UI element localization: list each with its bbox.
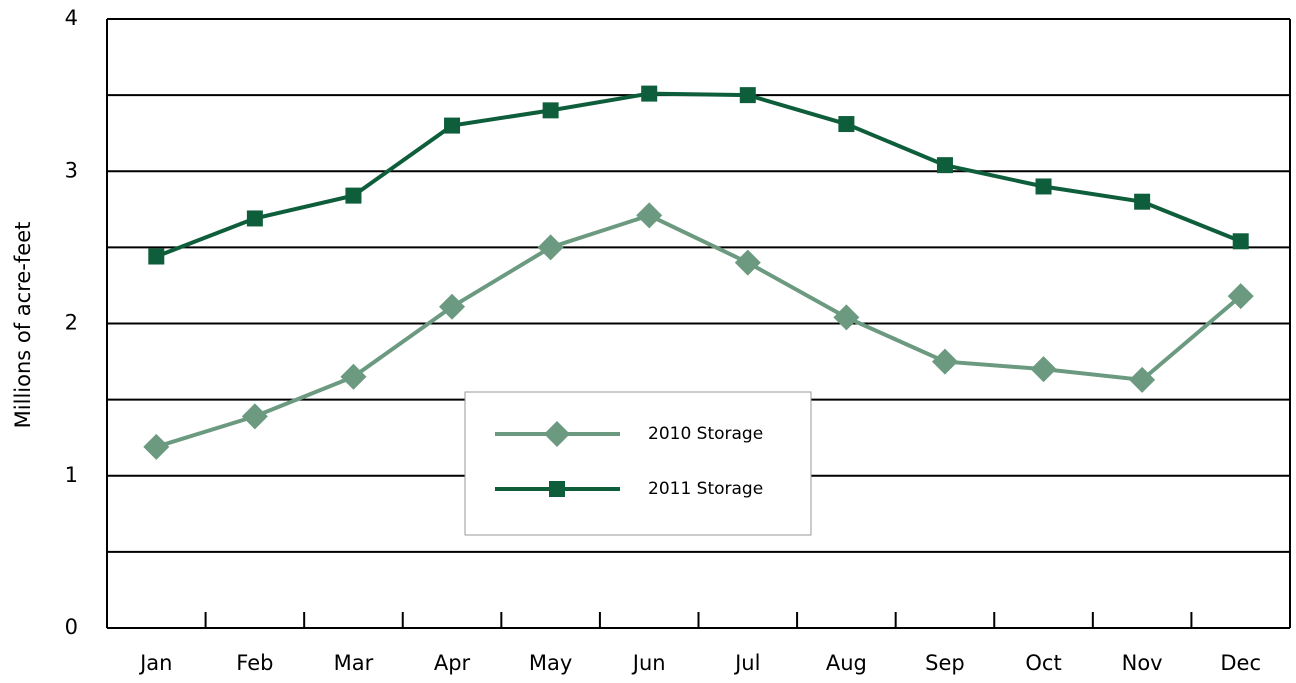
x-tick-label: Sep — [925, 651, 965, 675]
y-tick-label: 0 — [65, 615, 78, 639]
x-tick-label: May — [529, 651, 572, 675]
data-point — [833, 304, 860, 331]
data-point — [444, 117, 461, 134]
y-tick-label: 3 — [65, 158, 78, 182]
data-point — [931, 348, 958, 375]
legend-marker — [544, 421, 570, 447]
data-point — [241, 403, 268, 430]
data-point — [345, 187, 362, 204]
y-tick-label: 2 — [65, 311, 78, 335]
data-point — [1134, 193, 1151, 210]
data-point — [542, 102, 559, 119]
data-point — [838, 116, 855, 133]
x-tick-label: Oct — [1025, 651, 1061, 675]
legend-label: 2010 Storage — [648, 424, 763, 444]
data-point — [148, 248, 165, 265]
x-tick-label: Jun — [631, 651, 666, 675]
x-tick-label: Dec — [1220, 651, 1261, 675]
legend-label: 2011 Storage — [648, 479, 763, 499]
y-tick-label: 1 — [65, 463, 78, 487]
series-line — [155, 91, 1242, 259]
x-tick-label: Jul — [733, 651, 760, 675]
x-tick-label: Jan — [138, 651, 172, 675]
data-point — [641, 85, 658, 102]
data-point — [439, 293, 466, 320]
data-point — [143, 433, 170, 460]
data-point — [739, 87, 756, 104]
x-tick-label: Mar — [334, 651, 374, 675]
x-tick-label: Feb — [236, 651, 273, 675]
y-tick-label: 4 — [65, 6, 78, 30]
data-point — [1227, 283, 1254, 310]
legend-marker — [549, 481, 565, 497]
data-point — [340, 363, 367, 390]
x-tick-label: Nov — [1122, 651, 1163, 675]
data-point — [734, 249, 761, 276]
x-tick-label: Aug — [826, 651, 867, 675]
data-point — [246, 210, 263, 227]
data-point — [936, 157, 953, 174]
data-point — [1129, 366, 1156, 393]
y-axis-label: Millions of acre-feet — [11, 222, 35, 429]
data-point — [1232, 233, 1249, 250]
data-point — [636, 202, 663, 229]
data-point — [1035, 178, 1052, 195]
data-point — [537, 234, 564, 261]
x-tick-label: Apr — [434, 651, 471, 675]
legend — [464, 391, 812, 536]
data-point — [1030, 356, 1057, 383]
series-line — [155, 213, 1243, 449]
